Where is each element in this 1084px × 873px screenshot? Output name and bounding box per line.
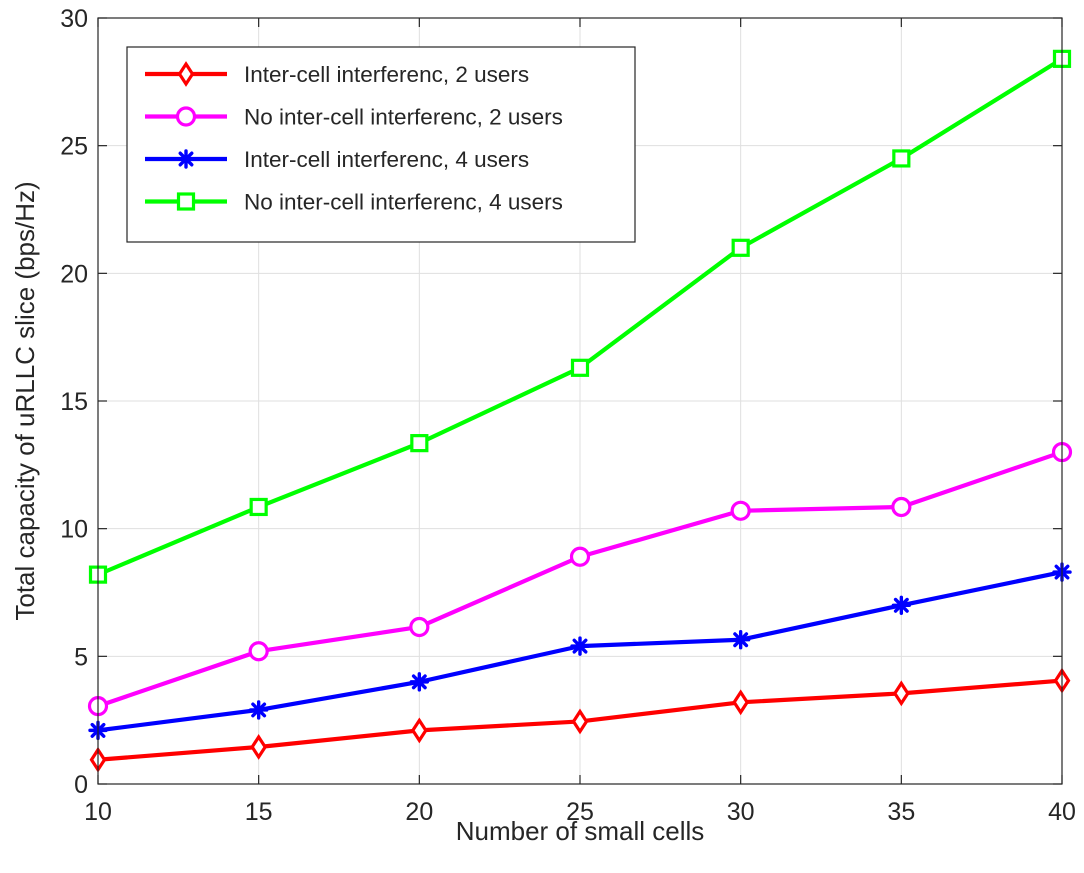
y-tick-label: 15	[60, 388, 88, 416]
data-point-marker	[409, 672, 430, 692]
y-tick-label: 0	[74, 771, 88, 799]
data-point-marker	[569, 546, 591, 567]
x-tick-label: 40	[1048, 798, 1076, 826]
x-tick-label: 15	[245, 798, 273, 826]
data-point-marker	[248, 700, 269, 720]
data-point-marker	[410, 717, 428, 744]
legend-item: No inter-cell interferenc, 2 users	[145, 105, 563, 130]
axis-ticks: 10 15 20 25 30 35 40 0 5 10 15 20 25 30	[60, 5, 1076, 826]
data-point-marker	[891, 595, 912, 615]
y-tick-label: 20	[60, 260, 88, 288]
x-tick-label: 35	[887, 798, 915, 826]
y-tick-label: 5	[74, 643, 88, 671]
x-axis-label: Number of small cells	[456, 816, 705, 846]
x-tick-label: 10	[84, 798, 112, 826]
data-point-marker	[732, 689, 750, 716]
y-tick-label: 30	[60, 5, 88, 33]
legend: Inter-cell interferenc, 2 users No inter-…	[126, 46, 636, 243]
legend-label: Inter-cell interferenc, 4 users	[244, 147, 529, 172]
y-tick-label: 25	[60, 133, 88, 161]
x-tick-label: 20	[405, 798, 433, 826]
data-point-marker	[571, 708, 589, 735]
series-1	[89, 667, 1071, 773]
data-point-marker	[892, 680, 910, 707]
data-point-marker	[730, 630, 751, 650]
legend-marker	[176, 192, 196, 211]
data-point-marker	[892, 149, 911, 168]
data-point-marker	[409, 616, 430, 638]
legend-item: No inter-cell interferenc, 4 users	[145, 190, 563, 215]
data-point-marker	[410, 434, 429, 453]
y-tick-label: 10	[60, 516, 88, 544]
data-point-marker	[730, 500, 751, 521]
data-point-marker	[891, 496, 912, 518]
legend-marker	[175, 106, 197, 127]
legend-label: No inter-cell interferenc, 2 users	[244, 105, 563, 130]
legend-label: Inter-cell interferenc, 2 users	[244, 62, 529, 87]
data-point-marker	[248, 641, 269, 662]
data-point-marker	[570, 358, 590, 377]
x-tick-label: 25	[566, 798, 594, 826]
x-tick-label: 30	[727, 798, 755, 826]
data-point-marker	[249, 497, 268, 517]
legend-marker	[177, 61, 195, 87]
y-axis-label: Total capacity of uRLLC slice (bps/Hz)	[10, 181, 40, 620]
data-point-marker	[250, 734, 268, 760]
legend-item: Inter-cell interferenc, 2 users	[145, 61, 529, 87]
legend-box	[126, 46, 636, 243]
legend-marker	[176, 149, 196, 169]
data-point-marker	[731, 238, 750, 257]
legend-label: No inter-cell interferenc, 4 users	[244, 190, 563, 215]
data-point-marker	[570, 636, 590, 656]
legend-item: Inter-cell interferenc, 4 users	[145, 147, 529, 172]
